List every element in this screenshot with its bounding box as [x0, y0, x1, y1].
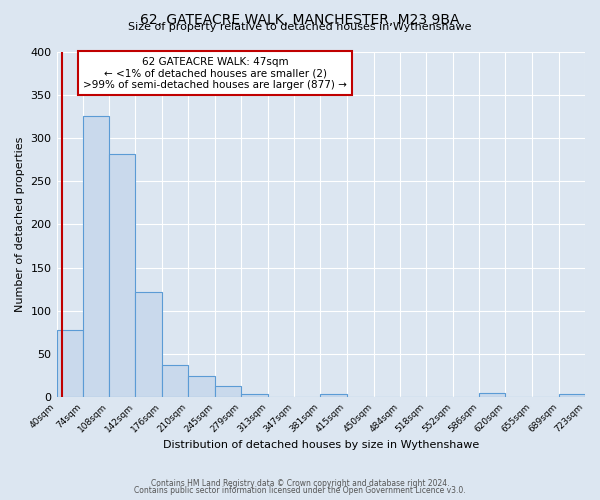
Bar [320, 394, 347, 398]
Bar [479, 393, 505, 398]
Bar [136, 292, 162, 398]
Bar [56, 330, 83, 398]
Bar [215, 386, 241, 398]
Text: 62, GATEACRE WALK, MANCHESTER, M23 9BA: 62, GATEACRE WALK, MANCHESTER, M23 9BA [140, 12, 460, 26]
Text: 62 GATEACRE WALK: 47sqm
← <1% of detached houses are smaller (2)
>99% of semi-de: 62 GATEACRE WALK: 47sqm ← <1% of detache… [83, 56, 347, 90]
Bar [83, 116, 109, 398]
Text: Contains public sector information licensed under the Open Government Licence v3: Contains public sector information licen… [134, 486, 466, 495]
Bar [109, 154, 136, 398]
Bar [188, 376, 215, 398]
Y-axis label: Number of detached properties: Number of detached properties [15, 137, 25, 312]
Bar [241, 394, 268, 398]
Bar [559, 394, 585, 398]
Text: Contains HM Land Registry data © Crown copyright and database right 2024.: Contains HM Land Registry data © Crown c… [151, 478, 449, 488]
Text: Size of property relative to detached houses in Wythenshawe: Size of property relative to detached ho… [128, 22, 472, 32]
X-axis label: Distribution of detached houses by size in Wythenshawe: Distribution of detached houses by size … [163, 440, 479, 450]
Bar [162, 366, 188, 398]
